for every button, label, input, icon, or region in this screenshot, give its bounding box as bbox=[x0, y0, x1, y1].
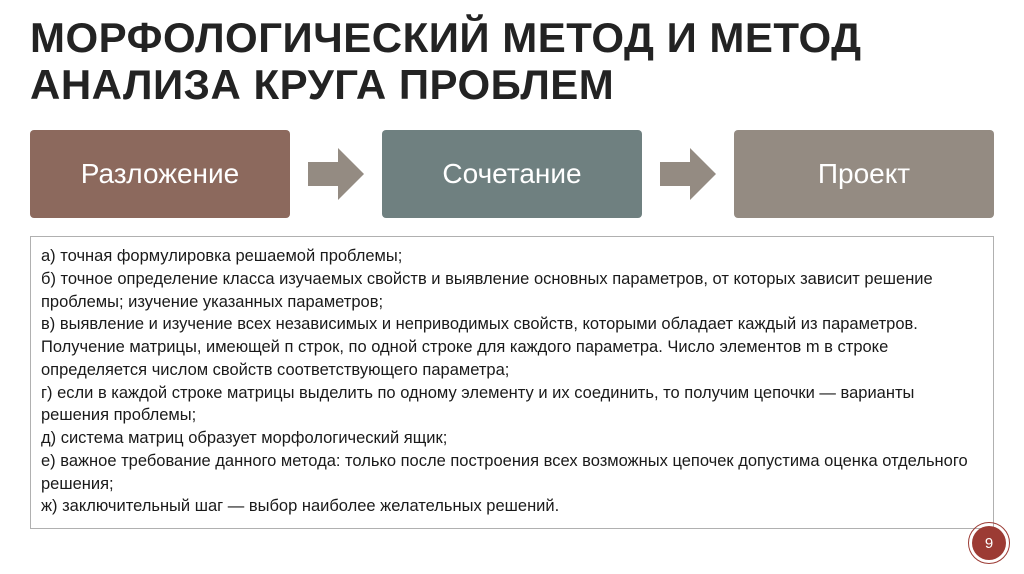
body-line: а) точная формулировка решаемой проблемы… bbox=[41, 245, 983, 268]
process-flow: Разложение Сочетание Проект bbox=[30, 130, 994, 218]
flow-box-1: Разложение bbox=[30, 130, 290, 218]
body-line: г) если в каждой строке матрицы выделить… bbox=[41, 382, 983, 428]
body-line: е) важное требование данного метода: тол… bbox=[41, 450, 983, 496]
page-number: 9 bbox=[985, 535, 993, 552]
arrow-right-icon bbox=[660, 148, 716, 200]
flow-box-2-label: Сочетание bbox=[442, 158, 581, 190]
body-line: б) точное определение класса изучаемых с… bbox=[41, 268, 983, 314]
body-text: а) точная формулировка решаемой проблемы… bbox=[30, 236, 994, 529]
slide-title: МОРФОЛОГИЧЕСКИЙ МЕТОД И МЕТОД АНАЛИЗА КР… bbox=[30, 14, 994, 108]
body-line: д) система матриц образует морфологическ… bbox=[41, 427, 983, 450]
body-line: ж) заключительный шаг — выбор наиболее ж… bbox=[41, 495, 983, 518]
page-number-badge: 9 bbox=[972, 526, 1006, 560]
flow-box-3: Проект bbox=[734, 130, 994, 218]
flow-box-1-label: Разложение bbox=[81, 158, 239, 190]
flow-arrow-1 bbox=[308, 130, 364, 218]
arrow-right-icon bbox=[308, 148, 364, 200]
body-line: в) выявление и изучение всех независимых… bbox=[41, 313, 983, 381]
flow-box-3-label: Проект bbox=[818, 158, 910, 190]
flow-box-2: Сочетание bbox=[382, 130, 642, 218]
slide: МОРФОЛОГИЧЕСКИЙ МЕТОД И МЕТОД АНАЛИЗА КР… bbox=[0, 0, 1024, 574]
flow-arrow-2 bbox=[660, 130, 716, 218]
